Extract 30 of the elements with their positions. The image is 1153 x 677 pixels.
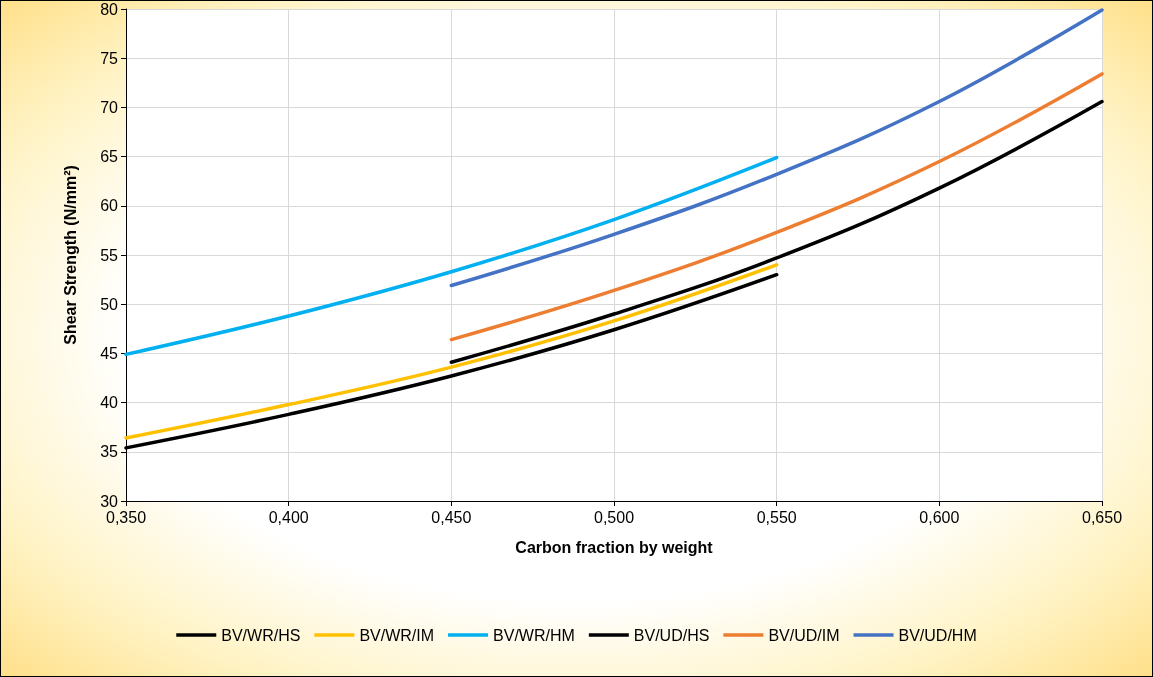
x-axis-title: Carbon fraction by weight [515,538,714,556]
y-tick-label: 55 [100,246,119,264]
legend-label: BV/WR/HS [221,626,301,644]
y-axis-title: Shear Strength (N/mm²) [61,165,79,345]
y-tick-label: 60 [100,197,119,215]
y-tick-label: 50 [100,295,119,313]
x-tick-label: 0,550 [756,508,797,526]
x-tick-label: 0,350 [105,508,147,526]
legend-label: BV/WR/HM [493,626,575,644]
y-tick-label: 35 [100,443,119,461]
y-tick-label: 70 [100,98,119,116]
y-tick-label: 30 [100,492,119,510]
x-tick-label: 0,650 [1081,508,1123,526]
line-series [449,72,1104,342]
legend-label: BV/UD/HM [898,626,977,644]
x-tick-label: 0,400 [268,508,309,526]
x-tick-label: 0,600 [919,508,960,526]
legend-label: BV/UD/HS [633,626,710,644]
legend-label: BV/WR/IM [359,626,435,644]
y-tick-label: 45 [100,344,119,362]
x-tick-label: 0,500 [593,508,635,526]
x-tick-label: 0,450 [431,508,472,526]
legend-label: BV/UD/IM [768,626,840,644]
y-tick-label: 65 [100,148,119,166]
line-series [449,99,1104,365]
line-series [124,155,779,357]
y-tick-label: 80 [100,0,119,18]
y-tick-label: 75 [100,49,119,67]
line-series [449,8,1104,288]
y-tick-label: 40 [100,394,119,412]
